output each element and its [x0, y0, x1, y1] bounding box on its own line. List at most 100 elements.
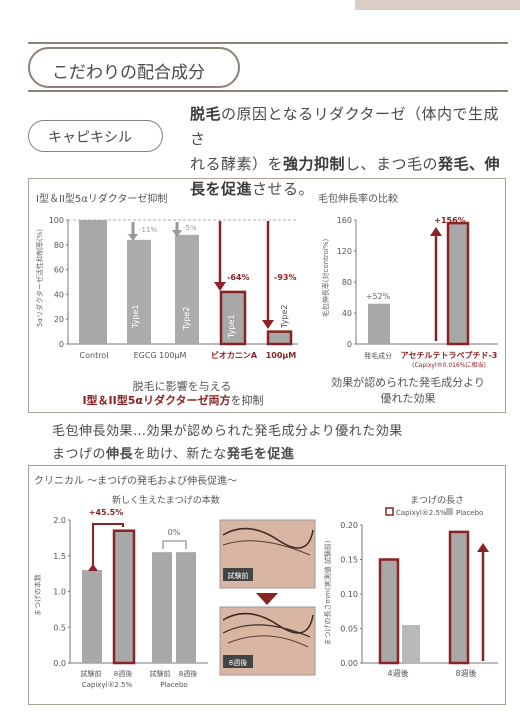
chart2-cat2: アセチルテトラペプチド-3 [401, 350, 498, 360]
photo-after-tag [223, 655, 253, 668]
chart4-tick-label: 0.00 [340, 659, 358, 668]
chart3-bar-capixyl-before [82, 570, 102, 663]
chart2-tick-label: 160 [337, 216, 352, 225]
chart3-g1-before: 試験前 [81, 669, 102, 678]
desc-emph-3: 発毛、伸 [438, 155, 501, 173]
chart1-cat-bio-conc: 100μM [266, 351, 297, 360]
chart3-change2-bracket [162, 540, 187, 549]
chart1-caption-tail: を抑制 [230, 394, 264, 407]
chart1-bio2-arrowhead [262, 320, 274, 329]
chart1-type2-label-egcg: Type2 [182, 307, 191, 331]
chart3-g2-after: 8週後 [179, 669, 197, 678]
chart1-bar-bio-type2 [266, 330, 293, 346]
chart1-egcg1-arrowhead [128, 234, 138, 241]
photo-before-label: 試験前 [228, 571, 249, 580]
chart1-bar-control [79, 220, 107, 344]
chart2-bar-2 [446, 221, 470, 346]
research-panel [28, 178, 506, 413]
ingredient-name: キャピキシル [48, 130, 132, 146]
chart2-cat1: 発毛成分 [364, 351, 392, 360]
chart1-type1-label-bio: Type1 [227, 315, 236, 339]
chart3-change1-bracket [92, 523, 124, 565]
desc-text-1: の原因となるリダクターゼ（体内で生成さ [190, 105, 499, 148]
chart1-egcg1-change: -11% [139, 226, 157, 234]
ingredient-description: 脱毛の原因となるリダクターゼ（体内で生成さ れる酵素）を強力抑制し、まつ毛の発毛… [190, 102, 510, 202]
chart3-title: 新しく生えたまつげの本数 [112, 496, 220, 506]
photo-after-lashes-3 [227, 635, 309, 648]
desc-text-3: し、まつ毛の [345, 155, 439, 173]
top-image-strip [355, 0, 520, 10]
chart3-tick-label: 1.0 [53, 588, 66, 597]
chart2-up-arrowhead [430, 227, 442, 236]
chart1-type2-label-bio: Type2 [280, 305, 289, 329]
photo-before-lashes [222, 527, 314, 549]
desc-text-2: れる酵素）を [190, 155, 284, 173]
chart3-bar-placebo-after [176, 552, 196, 663]
chart3-change1-arrowhead [88, 564, 98, 571]
chart1-bar-egcg-type2 [175, 234, 199, 344]
chart1-title: I型＆II型5αリダクターゼ抑制 [36, 194, 168, 205]
chart1-caption-line2: I型＆II型5αリダクターゼ両方を抑制 [48, 392, 298, 408]
charts-research-svg: 5αリダクターゼ活性抑制率(%) 100 80 60 40 20 0 Type1 Type… [35, 216, 498, 369]
chart3-change2: 0% [168, 528, 181, 537]
chart2-caption-line1: 効果が認められた発毛成分より [331, 376, 485, 389]
chart3-tick-label: 2.0 [53, 516, 66, 525]
chart4-tick-label: 0.15 [340, 556, 358, 565]
desc-emph-2: 強力抑制 [283, 155, 346, 173]
chart1-bio1-arrowhead [214, 282, 226, 291]
desc-emph-1: 脱毛 [190, 105, 222, 123]
chart3-tick-label: 0.5 [53, 623, 66, 632]
heading-pill [28, 47, 240, 88]
chart3-g1-name: Capixyl®2.5% [82, 681, 133, 689]
chart3-tick-label: 0.0 [53, 659, 66, 668]
chart1-bar-bio-type1 [219, 290, 247, 346]
chart1-caption-emph: I型＆II型5αリダクターゼ両方 [82, 394, 231, 407]
middle-line-2a: まつげの [52, 447, 107, 462]
photo-before-tag [223, 568, 253, 581]
chart4-legend1: Capixyl®2.5% [396, 509, 447, 517]
chart1-bio1-change: -64% [227, 273, 249, 282]
chart2-title: 毛包伸長率の比較 [318, 194, 398, 205]
photo-down-arrow [256, 593, 278, 605]
chart4-cat1: 4週後 [387, 668, 408, 678]
chart4-ylabel: まつげの長さmm(実測値 試験前) [323, 540, 332, 646]
clinical-title: クリニカル ～まつげの発毛および伸長促進～ [34, 476, 238, 487]
chart2-val1-label: +52% [366, 292, 391, 301]
chart1-tick-label: 60 [54, 266, 64, 275]
chart3-bar-placebo-before [152, 552, 172, 663]
chart2-tick-label: 0 [347, 340, 352, 349]
chart3-g2-name: Placebo [160, 681, 187, 689]
chart1-cat-bio: ビオカニンA [211, 350, 258, 360]
chart2-ylabel: 毛包伸長率(対control%) [321, 239, 330, 318]
chart1-tick-label: 100 [49, 216, 64, 225]
clinical-panel [28, 465, 506, 705]
chart1-caption-line1: 脱毛に影響を与える [132, 380, 232, 393]
chart4-legend2: Placebo [456, 509, 483, 517]
heading-frame [28, 42, 508, 92]
chart1-egcg2-arrowhead [172, 230, 182, 237]
chart4-bar-placebo-4w [402, 625, 420, 663]
photo-after-lashes-2 [222, 624, 311, 638]
chart3-bar-capixyl-after [112, 529, 136, 665]
chart1-cat-egcg: EGCG 100μM [134, 351, 187, 360]
chart2-bar-1 [368, 303, 390, 344]
chart2-val2-label: +156% [434, 216, 465, 225]
chart4-tick-label: 0.05 [340, 625, 358, 634]
chart3-g1-after: 8週後 [114, 669, 132, 678]
middle-line-1: 毛包伸長効果…効果が認められた発毛成分より優れた効果 [52, 424, 403, 439]
chart4-tick-label: 0.20 [340, 521, 358, 530]
desc-text-4: させる。 [252, 180, 315, 198]
middle-line-2b: 伸長 [106, 447, 134, 462]
photo-after-lashes [222, 612, 314, 634]
chart4-legend2-swatch [446, 508, 453, 515]
photo-before-lashes-2 [222, 540, 311, 556]
chart2-cat2-sub: (Capixyl®0.016%に相当) [412, 361, 486, 369]
chart1-cat-control: Control [80, 351, 109, 360]
chart4-title: まつげの長さ [410, 496, 465, 506]
chart1-bio2-change: -93% [274, 273, 296, 282]
chart1-bar-egcg-type1 [127, 239, 151, 344]
chart1-tick-label: 20 [54, 315, 64, 324]
chart4-cat2: 8週後 [455, 668, 476, 678]
chart1-tick-label: 40 [54, 290, 64, 299]
middle-line-2d: 発毛を促進 [226, 447, 295, 462]
